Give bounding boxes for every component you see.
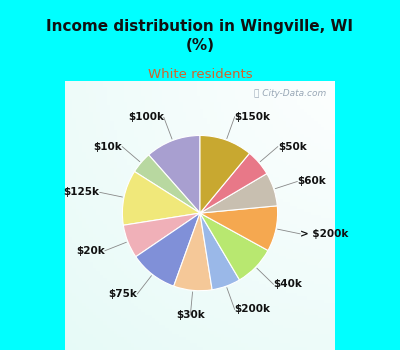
- Wedge shape: [122, 172, 200, 225]
- Text: Income distribution in Wingville, WI
(%): Income distribution in Wingville, WI (%): [46, 19, 354, 53]
- Text: $125k: $125k: [64, 187, 100, 197]
- Wedge shape: [200, 213, 268, 280]
- Wedge shape: [200, 153, 267, 213]
- Wedge shape: [136, 213, 200, 286]
- Wedge shape: [149, 135, 200, 213]
- Text: $150k: $150k: [235, 112, 271, 122]
- Wedge shape: [134, 155, 200, 213]
- Text: $30k: $30k: [176, 310, 205, 320]
- Text: $50k: $50k: [278, 141, 307, 152]
- Text: $200k: $200k: [235, 304, 271, 315]
- Text: $10k: $10k: [93, 141, 122, 152]
- Text: ⓘ City-Data.com: ⓘ City-Data.com: [254, 89, 327, 98]
- Text: $20k: $20k: [76, 246, 105, 256]
- Wedge shape: [200, 206, 278, 251]
- Wedge shape: [174, 213, 212, 291]
- Wedge shape: [200, 213, 240, 290]
- Text: > $200k: > $200k: [300, 229, 349, 239]
- Text: $60k: $60k: [298, 176, 326, 187]
- Text: $100k: $100k: [128, 112, 164, 122]
- Text: White residents: White residents: [148, 68, 252, 80]
- Text: $75k: $75k: [108, 289, 137, 299]
- Text: $40k: $40k: [274, 279, 302, 289]
- Wedge shape: [200, 135, 250, 213]
- Wedge shape: [123, 213, 200, 257]
- Wedge shape: [200, 174, 277, 213]
